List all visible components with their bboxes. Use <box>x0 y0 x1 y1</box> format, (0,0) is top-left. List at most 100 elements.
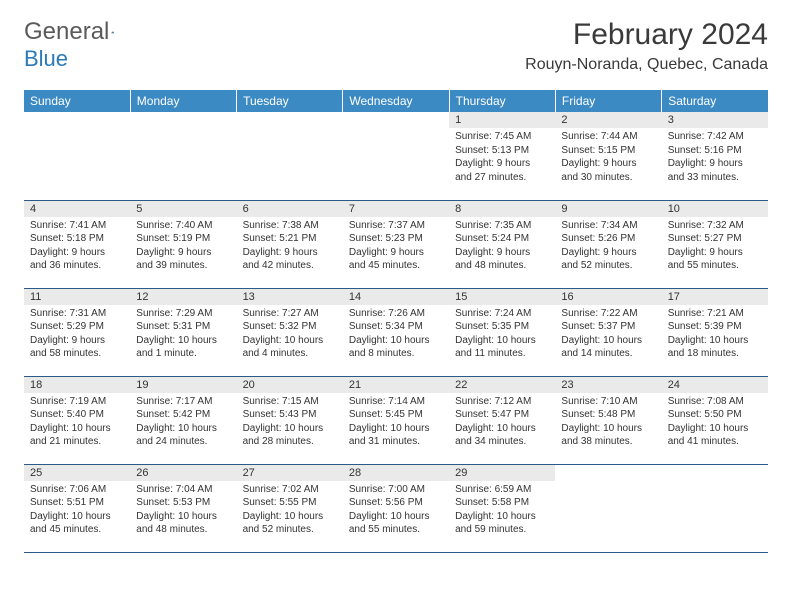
sunset-text: Sunset: 5:13 PM <box>455 145 529 156</box>
day-info: Sunrise: 7:22 AMSunset: 5:37 PMDaylight:… <box>555 305 661 365</box>
sunrise-text: Sunrise: 7:08 AM <box>668 396 744 407</box>
day-number: 6 <box>237 201 343 217</box>
sunrise-text: Sunrise: 7:35 AM <box>455 220 531 231</box>
day-info: Sunrise: 7:26 AMSunset: 5:34 PMDaylight:… <box>343 305 449 365</box>
calendar-day-cell: 7Sunrise: 7:37 AMSunset: 5:23 PMDaylight… <box>343 200 449 288</box>
daylight-text: Daylight: 9 hours <box>30 247 105 258</box>
day-info: Sunrise: 7:04 AMSunset: 5:53 PMDaylight:… <box>130 481 236 541</box>
sunrise-text: Sunrise: 7:19 AM <box>30 396 106 407</box>
calendar-day-cell: 10Sunrise: 7:32 AMSunset: 5:27 PMDayligh… <box>662 200 768 288</box>
daylight-text-2: and 48 minutes. <box>455 260 526 271</box>
daylight-text-2: and 38 minutes. <box>561 436 632 447</box>
daylight-text-2: and 11 minutes. <box>455 348 525 359</box>
location: Rouyn-Noranda, Quebec, Canada <box>525 56 768 74</box>
calendar-day-cell: 4Sunrise: 7:41 AMSunset: 5:18 PMDaylight… <box>24 200 130 288</box>
sunrise-text: Sunrise: 7:17 AM <box>136 396 212 407</box>
day-number: 17 <box>662 289 768 305</box>
sunrise-text: Sunrise: 7:40 AM <box>136 220 212 231</box>
sunset-text: Sunset: 5:24 PM <box>455 233 529 244</box>
logo: General <box>24 18 133 46</box>
daylight-text: Daylight: 10 hours <box>455 335 536 346</box>
daylight-text-2: and 31 minutes. <box>349 436 420 447</box>
day-number: 19 <box>130 377 236 393</box>
sunrise-text: Sunrise: 7:37 AM <box>349 220 425 231</box>
daylight-text-2: and 52 minutes. <box>561 260 632 271</box>
calendar-day-cell: 8Sunrise: 7:35 AMSunset: 5:24 PMDaylight… <box>449 200 555 288</box>
calendar-empty-cell <box>237 112 343 200</box>
calendar-week-row: 25Sunrise: 7:06 AMSunset: 5:51 PMDayligh… <box>24 464 768 552</box>
calendar-day-cell: 18Sunrise: 7:19 AMSunset: 5:40 PMDayligh… <box>24 376 130 464</box>
daylight-text-2: and 30 minutes. <box>561 172 632 183</box>
sunset-text: Sunset: 5:56 PM <box>349 497 423 508</box>
sunrise-text: Sunrise: 7:29 AM <box>136 308 212 319</box>
day-number: 16 <box>555 289 661 305</box>
daylight-text-2: and 24 minutes. <box>136 436 207 447</box>
day-info: Sunrise: 7:29 AMSunset: 5:31 PMDaylight:… <box>130 305 236 365</box>
day-info: Sunrise: 7:31 AMSunset: 5:29 PMDaylight:… <box>24 305 130 365</box>
daylight-text: Daylight: 9 hours <box>136 247 211 258</box>
daylight-text: Daylight: 9 hours <box>455 247 530 258</box>
daylight-text-2: and 34 minutes. <box>455 436 526 447</box>
day-number: 7 <box>343 201 449 217</box>
daylight-text: Daylight: 10 hours <box>136 335 217 346</box>
daylight-text: Daylight: 9 hours <box>455 158 530 169</box>
daylight-text-2: and 52 minutes. <box>243 524 314 535</box>
weekday-header: Monday <box>130 90 236 112</box>
daylight-text: Daylight: 9 hours <box>668 158 743 169</box>
day-number: 23 <box>555 377 661 393</box>
calendar-header-row: SundayMondayTuesdayWednesdayThursdayFrid… <box>24 90 768 112</box>
calendar-day-cell: 26Sunrise: 7:04 AMSunset: 5:53 PMDayligh… <box>130 464 236 552</box>
calendar-day-cell: 13Sunrise: 7:27 AMSunset: 5:32 PMDayligh… <box>237 288 343 376</box>
calendar-day-cell: 5Sunrise: 7:40 AMSunset: 5:19 PMDaylight… <box>130 200 236 288</box>
daylight-text-2: and 45 minutes. <box>30 524 101 535</box>
logo-word2: Blue <box>24 46 68 71</box>
daylight-text-2: and 1 minute. <box>136 348 197 359</box>
calendar-empty-cell <box>24 112 130 200</box>
calendar-day-cell: 21Sunrise: 7:14 AMSunset: 5:45 PMDayligh… <box>343 376 449 464</box>
title-block: February 2024 Rouyn-Noranda, Quebec, Can… <box>525 18 768 74</box>
daylight-text: Daylight: 10 hours <box>30 423 111 434</box>
daylight-text: Daylight: 10 hours <box>136 423 217 434</box>
daylight-text-2: and 59 minutes. <box>455 524 526 535</box>
day-info: Sunrise: 7:14 AMSunset: 5:45 PMDaylight:… <box>343 393 449 453</box>
daylight-text: Daylight: 10 hours <box>455 423 536 434</box>
sunrise-text: Sunrise: 7:15 AM <box>243 396 319 407</box>
daylight-text: Daylight: 10 hours <box>668 423 749 434</box>
day-number: 29 <box>449 465 555 481</box>
calendar-day-cell: 24Sunrise: 7:08 AMSunset: 5:50 PMDayligh… <box>662 376 768 464</box>
daylight-text: Daylight: 9 hours <box>561 158 636 169</box>
calendar-body: 1Sunrise: 7:45 AMSunset: 5:13 PMDaylight… <box>24 112 768 552</box>
sunrise-text: Sunrise: 7:00 AM <box>349 484 425 495</box>
daylight-text-2: and 36 minutes. <box>30 260 101 271</box>
daylight-text-2: and 55 minutes. <box>349 524 420 535</box>
daylight-text: Daylight: 10 hours <box>349 423 430 434</box>
calendar-day-cell: 9Sunrise: 7:34 AMSunset: 5:26 PMDaylight… <box>555 200 661 288</box>
sunset-text: Sunset: 5:51 PM <box>30 497 104 508</box>
day-number: 21 <box>343 377 449 393</box>
sunset-text: Sunset: 5:26 PM <box>561 233 635 244</box>
day-info: Sunrise: 7:00 AMSunset: 5:56 PMDaylight:… <box>343 481 449 541</box>
daylight-text-2: and 58 minutes. <box>30 348 101 359</box>
sunrise-text: Sunrise: 6:59 AM <box>455 484 531 495</box>
daylight-text: Daylight: 10 hours <box>668 335 749 346</box>
daylight-text-2: and 4 minutes. <box>243 348 309 359</box>
calendar-empty-cell <box>555 464 661 552</box>
sunrise-text: Sunrise: 7:34 AM <box>561 220 637 231</box>
calendar-empty-cell <box>130 112 236 200</box>
sunrise-text: Sunrise: 7:31 AM <box>30 308 106 319</box>
sunrise-text: Sunrise: 7:22 AM <box>561 308 637 319</box>
daylight-text-2: and 21 minutes. <box>30 436 101 447</box>
day-number: 10 <box>662 201 768 217</box>
sunset-text: Sunset: 5:40 PM <box>30 409 104 420</box>
day-number: 1 <box>449 112 555 128</box>
daylight-text-2: and 8 minutes. <box>349 348 415 359</box>
calendar-day-cell: 19Sunrise: 7:17 AMSunset: 5:42 PMDayligh… <box>130 376 236 464</box>
day-number: 25 <box>24 465 130 481</box>
weekday-header: Tuesday <box>237 90 343 112</box>
sunset-text: Sunset: 5:23 PM <box>349 233 423 244</box>
day-info: Sunrise: 7:34 AMSunset: 5:26 PMDaylight:… <box>555 217 661 277</box>
day-info: Sunrise: 7:40 AMSunset: 5:19 PMDaylight:… <box>130 217 236 277</box>
daylight-text-2: and 48 minutes. <box>136 524 207 535</box>
day-number: 26 <box>130 465 236 481</box>
sunrise-text: Sunrise: 7:27 AM <box>243 308 319 319</box>
